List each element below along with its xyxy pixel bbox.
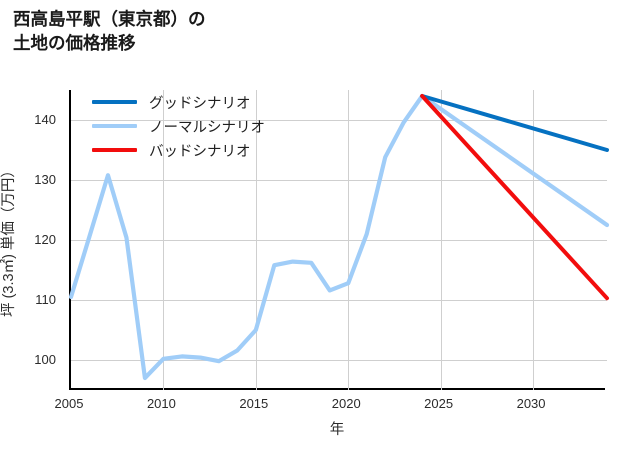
legend-label: グッドシナリオ	[149, 95, 251, 112]
y-axis-tick-label: 140	[34, 112, 56, 127]
legend-item-bad-scenario[interactable]: バッドシナリオ	[92, 138, 312, 162]
y-axis-tick-label: 120	[34, 232, 56, 247]
x-axis-tick-label: 2015	[239, 396, 269, 411]
series-line-bad	[420, 94, 609, 301]
legend-swatch-normal-scenario	[92, 123, 137, 129]
x-axis-tick-label: 2005	[54, 396, 84, 411]
legend-swatch-good-scenario	[92, 99, 137, 105]
legend-item-normal-scenario[interactable]: ノーマルシナリオ	[92, 114, 312, 138]
page-title: 西高島平駅（東京都）の 土地の価格推移	[13, 9, 206, 53]
gridline-vertical	[163, 90, 165, 390]
x-axis-tick-label: 2030	[516, 396, 546, 411]
x-axis-title: 年	[329, 422, 345, 438]
y-axis-tick-label: 110	[35, 292, 56, 307]
chart-legend: グッドシナリオ ノーマルシナリオ バッドシナリオ	[92, 90, 312, 162]
series-layer	[68, 93, 610, 381]
gridline-vertical	[255, 90, 257, 390]
x-axis-tick-label: 2025	[424, 396, 454, 411]
gridline-horizontal	[71, 240, 607, 241]
legend-item-good-scenario[interactable]: グッドシナリオ	[92, 90, 312, 114]
x-axis-tick-label: 2020	[331, 396, 361, 411]
gridline-horizontal	[71, 180, 607, 181]
series-line-normal	[68, 93, 610, 381]
gridline-horizontal	[71, 120, 607, 121]
gridline-horizontal	[71, 300, 607, 301]
legend-label: バッドシナリオ	[149, 143, 251, 160]
gridline-vertical	[533, 90, 535, 390]
legend-label: ノーマルシナリオ	[149, 119, 265, 136]
series-line-good	[420, 94, 609, 152]
gridline-vertical	[440, 90, 442, 390]
legend-swatch-bad-scenario	[92, 147, 137, 153]
x-axis-tick-label: 2010	[146, 396, 176, 411]
plot-area	[68, 90, 610, 390]
gridline-vertical	[348, 90, 350, 390]
y-axis-tick-label: 100	[34, 352, 56, 367]
gridline-horizontal	[71, 360, 607, 361]
y-axis-tick-label: 130	[34, 172, 56, 187]
